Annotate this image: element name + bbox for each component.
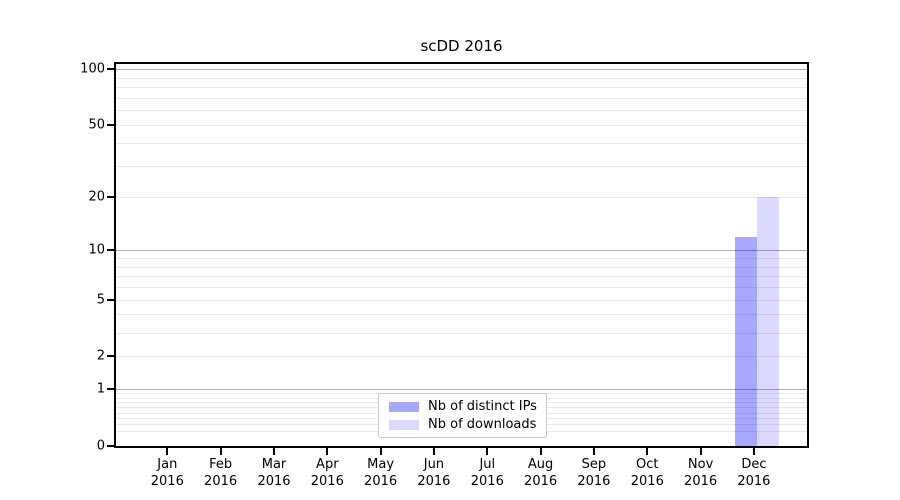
x-tick-label: Nov 2016: [684, 457, 717, 490]
x-tick-label: Feb 2016: [204, 457, 237, 490]
plot-area: 0 1 2 5 10 20 50 100 Jan 2016 Feb 2016 Mar 2016 Apr 201…: [80, 62, 809, 489]
x-tick: [273, 448, 275, 455]
x-tick: [539, 448, 542, 455]
bar-nb-of-downloads-dec: [757, 197, 779, 446]
gridline-major: [116, 389, 807, 391]
gridline-minor: [116, 356, 807, 358]
gridline-major: [116, 69, 807, 71]
gridline-minor: [116, 266, 807, 268]
x-tick-year: 2016: [150, 473, 184, 489]
x-tick-year: 2016: [684, 473, 718, 489]
gridline-minor: [116, 276, 807, 278]
x-tick-month: Aug: [527, 457, 554, 472]
x-tick: [379, 448, 382, 455]
x-tick: [646, 448, 649, 455]
y-tick-label: 2: [96, 348, 105, 364]
x-tick-month: May: [367, 457, 395, 472]
x-tick-month: Oct: [636, 457, 659, 472]
y-tick: [107, 298, 114, 301]
x-tick-year: 2016: [257, 473, 291, 489]
y-tick: [107, 196, 114, 199]
gridline-minor: [116, 299, 807, 301]
x-tick-year: 2016: [204, 473, 238, 489]
legend-swatch-icon: [389, 419, 419, 430]
x-tick-label: Jul 2016: [471, 457, 504, 490]
x-tick-label: Mar 2016: [257, 457, 290, 490]
x-tick: [486, 448, 489, 455]
x-tick-label: Jan 2016: [151, 457, 184, 490]
y-tick-label: 1: [96, 381, 105, 397]
gridline-minor: [116, 87, 807, 89]
y-tick: [107, 444, 114, 447]
y-tick-label: 10: [88, 242, 105, 258]
gridline-minor: [116, 197, 807, 199]
gridline-major: [116, 250, 807, 252]
y-tick-label: 20: [88, 189, 105, 205]
x-tick-year: 2016: [470, 473, 504, 489]
x-tick-year: 2016: [630, 473, 664, 489]
legend-swatch-icon: [389, 401, 419, 412]
x-tick-month: Feb: [209, 457, 233, 472]
x-tick-label: Aug 2016: [524, 457, 557, 490]
x-tick-month: Jun: [423, 457, 445, 472]
gridline-minor: [116, 165, 807, 167]
x-tick: [326, 448, 329, 455]
legend-item: Nb of distinct IPs: [389, 399, 537, 414]
y-tick-label: 0: [96, 438, 105, 454]
bar-nb-of-distinct-ips-dec: [735, 236, 757, 446]
x-tick-year: 2016: [524, 473, 558, 489]
x-tick-year: 2016: [310, 473, 344, 489]
gridline-minor: [116, 287, 807, 288]
gridline-minor: [116, 314, 807, 316]
y-tick: [107, 249, 114, 252]
gridline-minor: [116, 142, 807, 144]
x-tick-month: Dec: [741, 457, 767, 472]
x-tick: [219, 448, 222, 455]
gridline-minor: [116, 332, 807, 334]
x-tick: [432, 448, 435, 455]
gridline-minor: [116, 110, 807, 112]
x-tick-month: Apr: [316, 457, 339, 472]
x-tick-year: 2016: [577, 473, 611, 489]
gridline-minor: [116, 98, 807, 99]
chart-title: scDD 2016: [420, 37, 503, 55]
y-tick-label: 50: [88, 117, 105, 133]
legend-item: Nb of downloads: [389, 417, 537, 432]
y-tick-label: 5: [96, 292, 105, 308]
x-tick-label: Dec 2016: [737, 457, 770, 490]
x-tick-label: May 2016: [364, 457, 397, 490]
legend-label: Nb of distinct IPs: [428, 399, 537, 414]
x-tick-label: Jun 2016: [417, 457, 450, 490]
x-tick-label: Apr 2016: [311, 457, 344, 490]
x-tick: [699, 448, 702, 455]
x-tick-label: Oct 2016: [631, 457, 664, 490]
x-tick-month: Jul: [479, 457, 496, 472]
x-tick: [166, 448, 169, 455]
y-tick: [107, 124, 114, 126]
y-tick: [107, 68, 114, 71]
x-tick-month: Nov: [687, 457, 714, 472]
x-tick-label: Sep 2016: [577, 457, 610, 490]
x-tick-month: Mar: [261, 457, 287, 472]
gridline-minor: [116, 257, 807, 259]
x-tick-year: 2016: [737, 473, 771, 489]
legend: Nb of distinct IPs Nb of downloads: [378, 393, 547, 438]
gridline-minor: [116, 77, 807, 79]
y-tick: [107, 388, 114, 391]
x-tick-year: 2016: [417, 473, 451, 489]
x-tick: [592, 448, 595, 455]
legend-label: Nb of downloads: [428, 417, 537, 432]
gridline-minor: [116, 125, 807, 126]
y-tick-label: 100: [80, 61, 105, 77]
x-tick-year: 2016: [364, 473, 398, 489]
y-tick: [107, 355, 114, 358]
x-tick-month: Sep: [581, 457, 607, 472]
x-tick-month: Jan: [157, 457, 178, 472]
x-tick: [752, 448, 755, 455]
